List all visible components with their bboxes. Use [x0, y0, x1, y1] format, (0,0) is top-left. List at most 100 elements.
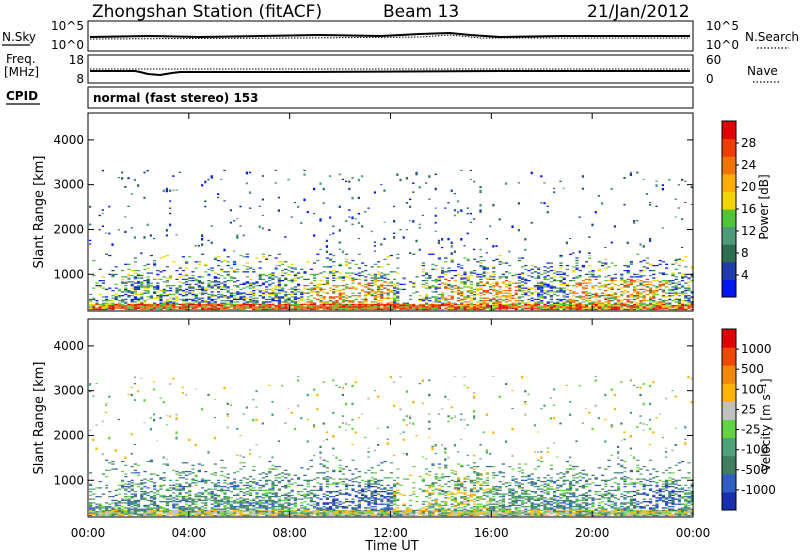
echo-cell — [185, 501, 189, 503]
echo-cell — [245, 305, 249, 307]
echo-cell — [188, 507, 192, 509]
echo-cell — [277, 301, 281, 303]
echo-cell — [674, 268, 678, 270]
echo-cell — [204, 180, 207, 184]
echo-cell — [287, 498, 291, 500]
echo-cell — [108, 513, 112, 515]
echo-cell — [684, 274, 688, 277]
echo-cell — [188, 277, 192, 279]
echo-cell — [668, 178, 671, 181]
echo-cell — [210, 482, 214, 484]
echo-cell — [517, 296, 521, 298]
echo-cell — [562, 282, 566, 284]
echo-cell — [204, 504, 208, 507]
echo-cell — [204, 200, 207, 203]
echo-cell — [249, 502, 253, 504]
echo-cell — [335, 502, 339, 504]
echo-cell — [268, 488, 272, 490]
echo-cell — [197, 469, 201, 471]
echo-cell — [674, 285, 678, 287]
echo-cell — [300, 268, 304, 270]
echo-cell — [185, 498, 189, 500]
echo-cell — [265, 479, 269, 481]
echo-cell — [121, 509, 125, 512]
echo-cell — [524, 237, 527, 241]
echo-cell — [242, 307, 246, 309]
echo-cell — [265, 494, 269, 497]
echo-cell — [505, 271, 509, 273]
echo-cell — [265, 308, 269, 311]
echo-cell — [89, 383, 92, 386]
echo-cell — [633, 296, 637, 298]
nsearch-tick-bottom: 10^0 — [706, 38, 739, 52]
echo-cell — [437, 307, 441, 309]
echo-cell — [162, 509, 166, 512]
echo-cell — [194, 503, 198, 505]
echo-cell — [265, 301, 269, 303]
echo-cell — [178, 472, 182, 474]
echo-cell — [249, 303, 253, 306]
echo-cell — [351, 277, 355, 279]
echo-cell — [143, 514, 147, 517]
echo-cell — [185, 512, 189, 514]
echo-cell — [178, 508, 182, 510]
echo-cell — [540, 273, 544, 275]
echo-cell — [508, 307, 512, 309]
echo-cell — [316, 287, 320, 289]
echo-cell — [665, 305, 669, 307]
echo-cell — [508, 264, 512, 267]
echo-cell — [498, 308, 502, 311]
echo-cell — [597, 308, 601, 311]
echo-cell — [361, 305, 365, 307]
echo-cell — [293, 513, 297, 515]
echo-cell — [191, 300, 195, 302]
echo-cell — [130, 496, 134, 498]
echo-cell — [620, 295, 624, 297]
echo-cell — [242, 509, 246, 512]
echo-cell — [629, 263, 633, 265]
echo-cell — [351, 223, 354, 225]
echo-cell — [370, 285, 374, 287]
echo-cell — [287, 280, 291, 282]
echo-cell — [623, 308, 627, 311]
echo-cell — [348, 187, 351, 191]
echo-cell — [105, 502, 109, 504]
echo-cell — [143, 486, 147, 488]
echo-cell — [620, 300, 624, 302]
echo-cell — [159, 507, 163, 509]
echo-cell — [239, 509, 243, 512]
echo-cell — [511, 295, 515, 297]
echo-cell — [655, 291, 659, 293]
echo-cell — [98, 503, 102, 505]
echo-cell — [98, 293, 102, 296]
echo-cell — [357, 196, 361, 199]
echo-cell — [540, 301, 544, 303]
echo-cell — [652, 303, 656, 306]
echo-cell — [453, 287, 457, 289]
echo-cell — [111, 468, 115, 470]
echo-cell — [530, 171, 533, 175]
echo-cell — [277, 285, 281, 287]
echo-cell — [537, 305, 541, 307]
echo-cell — [181, 306, 185, 308]
echo-cell — [469, 308, 473, 311]
echo-cell — [172, 175, 175, 177]
echo-cell — [383, 237, 386, 240]
echo-cell — [559, 271, 563, 273]
echo-cell — [204, 499, 208, 502]
echo-cell — [690, 297, 694, 299]
echo-cell — [319, 283, 323, 286]
echo-cell — [370, 303, 374, 306]
echo-cell — [649, 283, 653, 286]
echo-cell — [585, 282, 589, 284]
echo-cell — [124, 496, 128, 498]
echo-cell — [114, 303, 118, 306]
echo-cell — [393, 298, 397, 301]
echo-cell — [412, 303, 416, 306]
echo-cell — [690, 280, 694, 282]
echo-cell — [444, 283, 448, 286]
echo-cell — [255, 511, 259, 513]
echo-cell — [476, 261, 480, 263]
echo-cell — [220, 269, 224, 272]
echo-cell — [236, 514, 240, 517]
